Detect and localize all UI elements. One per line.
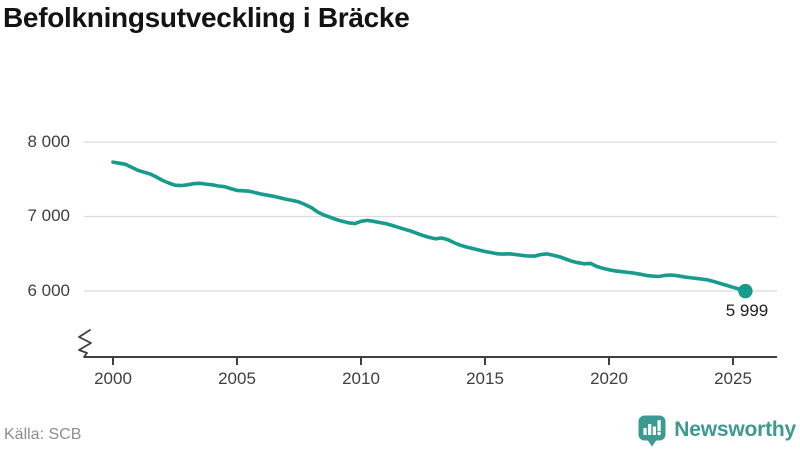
chart-title: Befolkningsutveckling i Bräcke <box>3 2 410 33</box>
x-axis-label-2020: 2020 <box>590 369 628 388</box>
x-axis-label-2005: 2005 <box>218 369 256 388</box>
source-label: Källa: SCB <box>4 426 82 443</box>
logo-bar-tall <box>648 423 652 435</box>
y-axis-label-6000: 6 000 <box>27 281 70 300</box>
y-axis-label-8000: 8 000 <box>27 132 70 151</box>
x-axis-label-2010: 2010 <box>342 369 380 388</box>
axis-break-icon <box>78 329 92 358</box>
end-point-label: 5 999 <box>725 301 769 320</box>
logo-bar-small <box>643 427 647 435</box>
population-line <box>111 160 748 293</box>
x-axis-label-2015: 2015 <box>466 369 504 388</box>
logo-exclamation-dot <box>657 431 662 435</box>
logo-exclamation-stem <box>657 419 661 431</box>
y-axis-label-7000: 7 000 <box>27 206 70 225</box>
end-point-dot <box>738 283 753 299</box>
newsworthy-logo-icon <box>638 415 666 446</box>
brand-name: Newsworthy <box>674 418 796 441</box>
logo-bar-medium <box>653 426 657 435</box>
x-axis-label-2000: 2000 <box>94 369 132 388</box>
x-axis-label-2025: 2025 <box>714 369 752 388</box>
brand-lockup: Newsworthy <box>637 413 796 447</box>
